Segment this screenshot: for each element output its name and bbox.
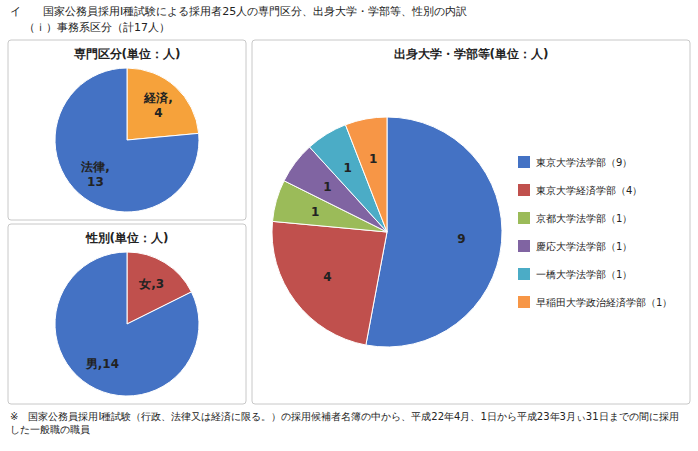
legend-swatch [518, 156, 530, 168]
chart-title: 専門区分(単位：人) [73, 47, 181, 61]
data-label: 法律,13 [80, 160, 110, 188]
legend-swatch [518, 240, 530, 252]
legend-entry: 一橋大学法学部（1） [536, 269, 632, 280]
slice-labels: 経済,4 法律,13 [80, 91, 173, 189]
chart-title: 出身大学・学部等(単位：人) [394, 47, 549, 61]
slice-labels: 941111 [311, 152, 466, 285]
data-label: 女,3 [138, 277, 164, 291]
pie-chart: 性別(単位：人) 女,3 男,14 [55, 231, 199, 396]
legend-swatch [518, 296, 530, 308]
legend-swatch [518, 268, 530, 280]
legend-entry: 早稲田大学政治経済学部（1） [536, 297, 672, 308]
chart-title: 性別(単位：人) [85, 231, 169, 245]
legend-swatch [518, 212, 530, 224]
chart-area: 専門区分(単位：人) 経済,4 法律,13 性別(単位：人) 女,3 男,14 出身大学・学… [0, 38, 698, 408]
page-subtitle: （ｉ）事務系区分（計17人） [24, 20, 170, 35]
pie-slice [55, 68, 199, 212]
legend-swatch [518, 184, 530, 196]
data-label: 男,14 [85, 357, 119, 371]
data-label: 1 [369, 152, 377, 166]
page-title: イ 国家公務員採用Ⅰ種試験による採用者25人の専門区分、出身大学・学部等、性別の… [10, 4, 467, 19]
legend: 東京大学法学部（9） 東京大学経済学部（4） 京都大学法学部（1） 慶応大学法学部（1… [518, 156, 672, 308]
data-label: 経済,4 [143, 91, 173, 119]
legend-entry: 慶応大学法学部（1） [536, 241, 632, 252]
panel-border [252, 40, 690, 404]
panel-border [8, 40, 246, 220]
pie-slice [55, 252, 199, 396]
pie-slice [272, 221, 387, 345]
legend-entry: 京都大学法学部（1） [536, 213, 632, 224]
data-label: 1 [343, 161, 351, 175]
slices [272, 117, 502, 347]
foot: ※ 国家公務員採用Ⅰ種試験（行政、法律又は経済に限る。）の採用候補者名簿の中から… [10, 410, 688, 436]
slice-labels: 女,3 男,14 [85, 277, 164, 371]
data-label: 1 [311, 205, 319, 219]
data-label: 4 [323, 270, 331, 284]
data-label: 1 [323, 180, 331, 194]
pie-chart: 出身大学・学部等(単位：人)941111東京大学法学部（9）東京大学経済学部（4… [272, 47, 672, 347]
legend-entry: 東京大学経済学部（4） [536, 185, 642, 196]
slices [55, 252, 199, 396]
pie-slice [127, 68, 199, 140]
slices [55, 68, 199, 212]
data-label: 9 [457, 232, 465, 246]
legend-entry: 東京大学法学部（9） [536, 157, 632, 168]
pie-chart: 専門区分(単位：人) 経済,4 法律,13 [55, 47, 199, 212]
panel-border [8, 224, 246, 404]
